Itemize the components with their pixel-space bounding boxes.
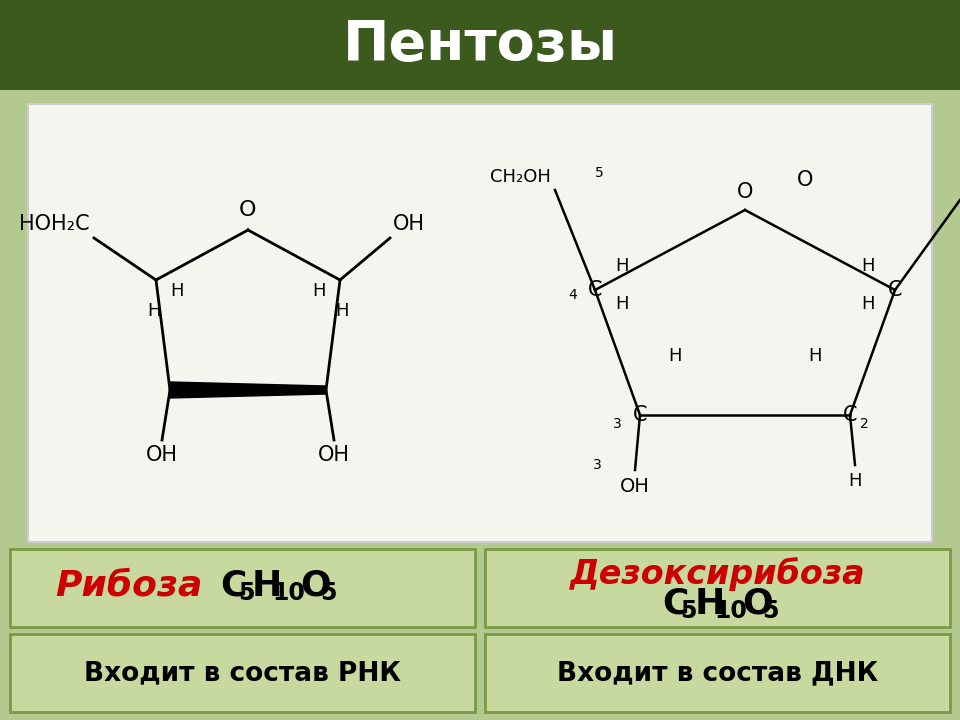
Text: OH: OH bbox=[620, 477, 650, 496]
Text: O: O bbox=[797, 170, 813, 190]
Text: Дезоксирибоза: Дезоксирибоза bbox=[569, 557, 865, 591]
FancyBboxPatch shape bbox=[10, 549, 475, 627]
Text: 4: 4 bbox=[568, 288, 577, 302]
Text: Пентозы: Пентозы bbox=[343, 18, 617, 72]
Text: C: C bbox=[843, 405, 857, 425]
Text: 5: 5 bbox=[762, 599, 779, 623]
Text: H: H bbox=[335, 302, 348, 320]
Text: H: H bbox=[861, 257, 875, 275]
Text: C: C bbox=[662, 587, 689, 621]
Text: 5: 5 bbox=[320, 581, 337, 605]
Text: CH₂OH: CH₂OH bbox=[491, 168, 551, 186]
Text: 3: 3 bbox=[613, 417, 622, 431]
Text: C: C bbox=[220, 569, 247, 603]
FancyBboxPatch shape bbox=[485, 549, 950, 627]
Text: H: H bbox=[170, 282, 183, 300]
Text: Входит в состав РНК: Входит в состав РНК bbox=[84, 660, 401, 686]
Text: C: C bbox=[588, 280, 602, 300]
Text: H: H bbox=[147, 302, 160, 320]
FancyBboxPatch shape bbox=[485, 634, 950, 712]
Text: C: C bbox=[633, 405, 647, 425]
Text: HOH₂C: HOH₂C bbox=[19, 214, 90, 234]
Text: Рибоза: Рибоза bbox=[55, 569, 203, 603]
Text: O: O bbox=[300, 569, 331, 603]
Text: OH: OH bbox=[146, 445, 178, 465]
Text: 10: 10 bbox=[272, 581, 305, 605]
Text: 5: 5 bbox=[595, 166, 604, 180]
Text: 3: 3 bbox=[593, 458, 602, 472]
Text: 5: 5 bbox=[681, 599, 697, 623]
Text: 5: 5 bbox=[238, 581, 254, 605]
Text: O: O bbox=[737, 182, 754, 202]
Text: 10: 10 bbox=[714, 599, 748, 623]
Text: H: H bbox=[615, 295, 629, 313]
Text: H: H bbox=[694, 587, 725, 621]
Text: O: O bbox=[239, 200, 256, 220]
Text: OH: OH bbox=[318, 445, 350, 465]
FancyBboxPatch shape bbox=[10, 634, 475, 712]
Text: OH: OH bbox=[393, 214, 425, 234]
Text: H: H bbox=[861, 295, 875, 313]
FancyBboxPatch shape bbox=[28, 104, 932, 542]
Text: H: H bbox=[849, 472, 862, 490]
Polygon shape bbox=[170, 382, 326, 398]
Text: Входит в состав ДНК: Входит в состав ДНК bbox=[557, 660, 878, 686]
Text: H: H bbox=[668, 347, 682, 365]
Text: H: H bbox=[808, 347, 822, 365]
Text: H: H bbox=[615, 257, 629, 275]
Text: O: O bbox=[742, 587, 773, 621]
Text: C: C bbox=[888, 280, 902, 300]
Text: 2: 2 bbox=[860, 417, 869, 431]
Text: H: H bbox=[313, 282, 326, 300]
Text: H: H bbox=[252, 569, 282, 603]
FancyBboxPatch shape bbox=[0, 0, 960, 90]
